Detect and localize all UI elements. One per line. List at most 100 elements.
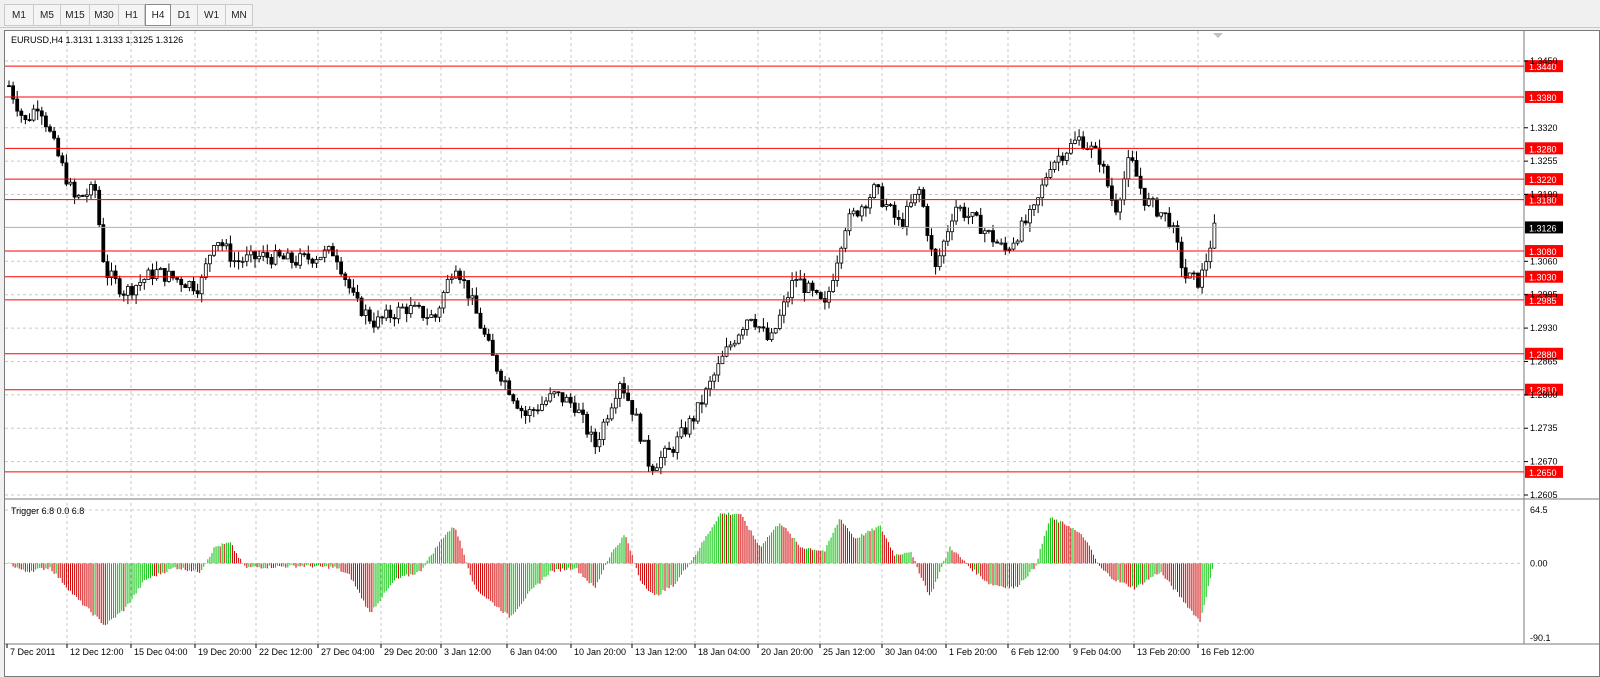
candle [433, 313, 438, 322]
candle-body [474, 295, 479, 314]
candle [171, 270, 175, 281]
candle [1159, 212, 1163, 220]
candle-body [1159, 212, 1163, 217]
chart-canvas[interactable]: 1.34401.33801.32801.32201.31801.30801.30… [5, 31, 1599, 676]
timeframe-m5-button[interactable]: M5 [34, 4, 61, 26]
price-tick-label: 1.2670 [1530, 457, 1558, 467]
candle [466, 280, 471, 306]
candle-body [39, 110, 44, 117]
candle [80, 194, 85, 197]
candle-body [1187, 272, 1192, 279]
candle [679, 419, 684, 439]
candle-body [212, 245, 216, 256]
candle-body [765, 327, 770, 341]
price-tick-label: 1.2800 [1530, 390, 1558, 400]
time-tick-label: 22 Dec 12:00 [259, 647, 313, 657]
candle [154, 261, 159, 281]
candle [285, 248, 290, 260]
timeframe-m15-button[interactable]: M15 [61, 4, 90, 26]
candle [142, 278, 147, 290]
level-label-box [1525, 245, 1563, 258]
candle-body [712, 374, 717, 382]
candle [294, 255, 298, 268]
candle-body [995, 241, 999, 244]
candle-body [736, 334, 741, 344]
candle [720, 350, 725, 365]
timeframe-h4-button[interactable]: H4 [145, 4, 171, 26]
candle-body [158, 268, 163, 271]
candle [757, 326, 762, 333]
candle [187, 280, 192, 292]
candle-body [724, 346, 729, 357]
time-tick-label: 27 Dec 04:00 [321, 647, 375, 657]
time-tick-label: 16 Feb 12:00 [1201, 647, 1254, 657]
candle [946, 225, 950, 247]
candle-body [19, 110, 24, 116]
candle-body [962, 206, 967, 218]
candle-body [761, 326, 766, 329]
candle [326, 245, 331, 254]
level-label: 1.2880 [1529, 350, 1557, 360]
candle-body [265, 252, 270, 258]
candle-body [1019, 220, 1024, 242]
candle-body [1192, 272, 1196, 275]
candle-body [589, 431, 594, 435]
candle-body [667, 447, 671, 450]
candle-body [310, 258, 315, 264]
timeframe-mn-button[interactable]: MN [226, 4, 253, 26]
candle-body [417, 304, 421, 307]
candle-body [1171, 225, 1176, 228]
candle [1011, 237, 1016, 251]
candle-body [482, 327, 487, 335]
candle-body [622, 383, 626, 394]
level-label-box [1525, 193, 1563, 206]
candle-body [478, 312, 483, 329]
timeframe-h1-button[interactable]: H1 [119, 4, 145, 26]
candle-body [732, 342, 737, 346]
candle-body [827, 291, 831, 303]
timeframe-m30-button[interactable]: M30 [90, 4, 119, 26]
candle [630, 400, 635, 422]
timeframe-d1-button[interactable]: D1 [171, 4, 198, 26]
candle-body [810, 282, 815, 291]
candle-body [134, 285, 139, 296]
candle-body [577, 409, 581, 413]
candle [855, 209, 860, 218]
candle-body [716, 363, 721, 376]
candle [839, 246, 844, 269]
candle [556, 391, 561, 397]
candle [11, 81, 15, 104]
candle-body [236, 260, 241, 263]
candle [1077, 129, 1081, 146]
candle [1019, 216, 1024, 243]
candle-body [708, 380, 712, 390]
candle [585, 411, 589, 438]
candle [552, 390, 557, 399]
candle [564, 394, 569, 403]
candle-body [359, 297, 364, 316]
level-label: 1.3180 [1529, 196, 1557, 206]
candle-body [888, 204, 893, 206]
candle [695, 402, 700, 425]
candle [835, 255, 840, 287]
candle-body [855, 210, 860, 217]
candle [876, 183, 881, 195]
candle-body [679, 427, 684, 438]
candle-body [937, 255, 942, 268]
candle [859, 204, 864, 222]
candle-body [1110, 185, 1114, 201]
indicator-tick-label: -90.1 [1530, 633, 1551, 643]
candle [150, 263, 155, 286]
timeframe-toolbar: M1 M5 M15 M30 H1 H4 D1 W1 MN [0, 0, 1600, 28]
candle [626, 385, 630, 402]
price-tick-label: 1.3190 [1530, 190, 1558, 200]
candle [392, 314, 397, 327]
candle [671, 446, 676, 458]
candle-body [991, 230, 995, 243]
timeframe-m1-button[interactable]: M1 [4, 4, 34, 26]
candle [1179, 236, 1184, 277]
shift-marker-icon[interactable] [1213, 33, 1223, 38]
candle-body [798, 278, 803, 281]
timeframe-w1-button[interactable]: W1 [198, 4, 226, 26]
candle-body [650, 465, 655, 471]
